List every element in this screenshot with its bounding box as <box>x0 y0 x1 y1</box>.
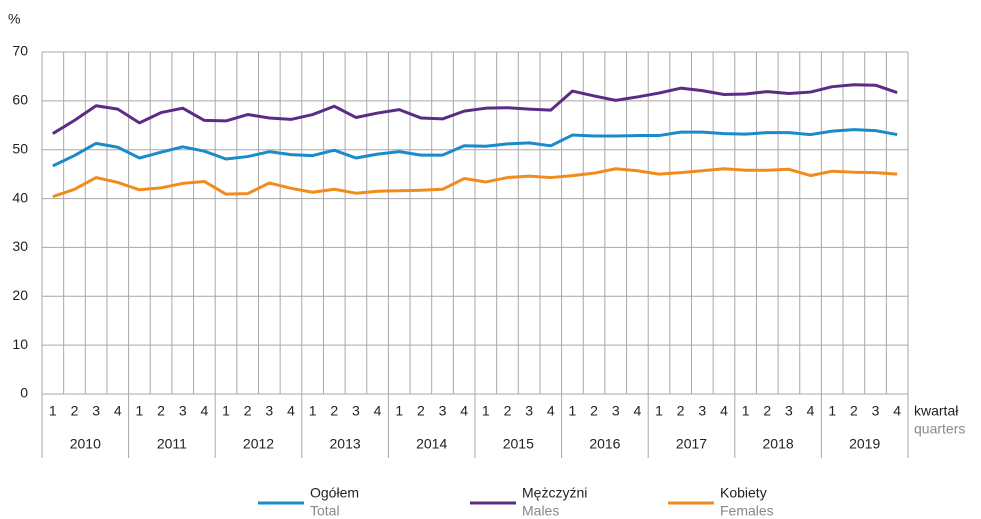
x-tick-label: 3 <box>698 403 706 419</box>
x-tick-label: 1 <box>655 403 663 419</box>
x-tick-label: 3 <box>179 403 187 419</box>
year-label: 2011 <box>157 436 187 452</box>
y-tick-label: 20 <box>12 287 28 303</box>
x-tick-label: 2 <box>850 403 858 419</box>
x-axis-label: kwartał <box>914 403 959 419</box>
x-tick-label: 2 <box>157 403 165 419</box>
x-tick-label: 2 <box>71 403 79 419</box>
legend-label-en: Males <box>522 503 559 519</box>
legend-label: Kobiety <box>720 485 767 501</box>
series-line <box>52 83 898 135</box>
x-tick-label: 3 <box>612 403 620 419</box>
x-tick-label: 2 <box>763 403 771 419</box>
year-label: 2017 <box>676 436 707 452</box>
x-tick-label: 4 <box>374 403 382 419</box>
x-tick-label: 1 <box>395 403 403 419</box>
y-tick-label: 60 <box>12 92 28 108</box>
x-tick-label: 4 <box>460 403 468 419</box>
x-tick-label: 1 <box>49 403 57 419</box>
x-tick-label: 3 <box>872 403 880 419</box>
y-tick-label: 40 <box>12 189 28 205</box>
x-tick-label: 3 <box>265 403 273 419</box>
x-tick-label: 2 <box>504 403 512 419</box>
y-tick-label: 0 <box>20 385 28 401</box>
x-tick-label: 1 <box>482 403 490 419</box>
x-tick-label: 4 <box>200 403 208 419</box>
x-tick-label: 4 <box>893 403 901 419</box>
x-tick-label: 3 <box>92 403 100 419</box>
x-tick-label: 3 <box>352 403 360 419</box>
y-tick-label: 10 <box>12 336 28 352</box>
year-label: 2012 <box>243 436 274 452</box>
y-tick-label: 50 <box>12 140 28 156</box>
x-tick-label: 2 <box>417 403 425 419</box>
y-tick-label: 30 <box>12 238 28 254</box>
year-label: 2016 <box>589 436 620 452</box>
legend-label: Mężczyźni <box>522 485 587 501</box>
x-tick-label: 1 <box>828 403 836 419</box>
x-tick-label: 2 <box>677 403 685 419</box>
x-tick-label: 1 <box>569 403 577 419</box>
series-line <box>52 128 898 168</box>
x-tick-label: 3 <box>525 403 533 419</box>
year-label: 2019 <box>849 436 880 452</box>
x-tick-label: 1 <box>136 403 144 419</box>
series-line <box>52 167 898 199</box>
x-tick-label: 4 <box>807 403 815 419</box>
x-tick-label: 3 <box>785 403 793 419</box>
x-tick-label: 4 <box>287 403 295 419</box>
x-axis-label-en: quarters <box>914 421 965 437</box>
y-tick-label: 70 <box>12 43 28 59</box>
year-label: 2018 <box>763 436 794 452</box>
year-label: 2014 <box>416 436 447 452</box>
legend-label-en: Total <box>310 503 340 519</box>
year-label: 2010 <box>70 436 101 452</box>
x-tick-label: 1 <box>742 403 750 419</box>
x-tick-label: 1 <box>309 403 317 419</box>
legend-label: Ogółem <box>310 485 359 501</box>
x-tick-label: 4 <box>633 403 641 419</box>
year-label: 2015 <box>503 436 534 452</box>
x-tick-label: 4 <box>547 403 555 419</box>
y-axis-label: % <box>8 11 20 27</box>
x-tick-label: 4 <box>114 403 122 419</box>
x-tick-label: 1 <box>222 403 230 419</box>
legend-label-en: Females <box>720 503 774 519</box>
year-label: 2013 <box>330 436 361 452</box>
x-tick-label: 3 <box>439 403 447 419</box>
x-tick-label: 2 <box>244 403 252 419</box>
x-tick-label: 2 <box>590 403 598 419</box>
x-tick-label: 2 <box>330 403 338 419</box>
x-tick-label: 4 <box>720 403 728 419</box>
